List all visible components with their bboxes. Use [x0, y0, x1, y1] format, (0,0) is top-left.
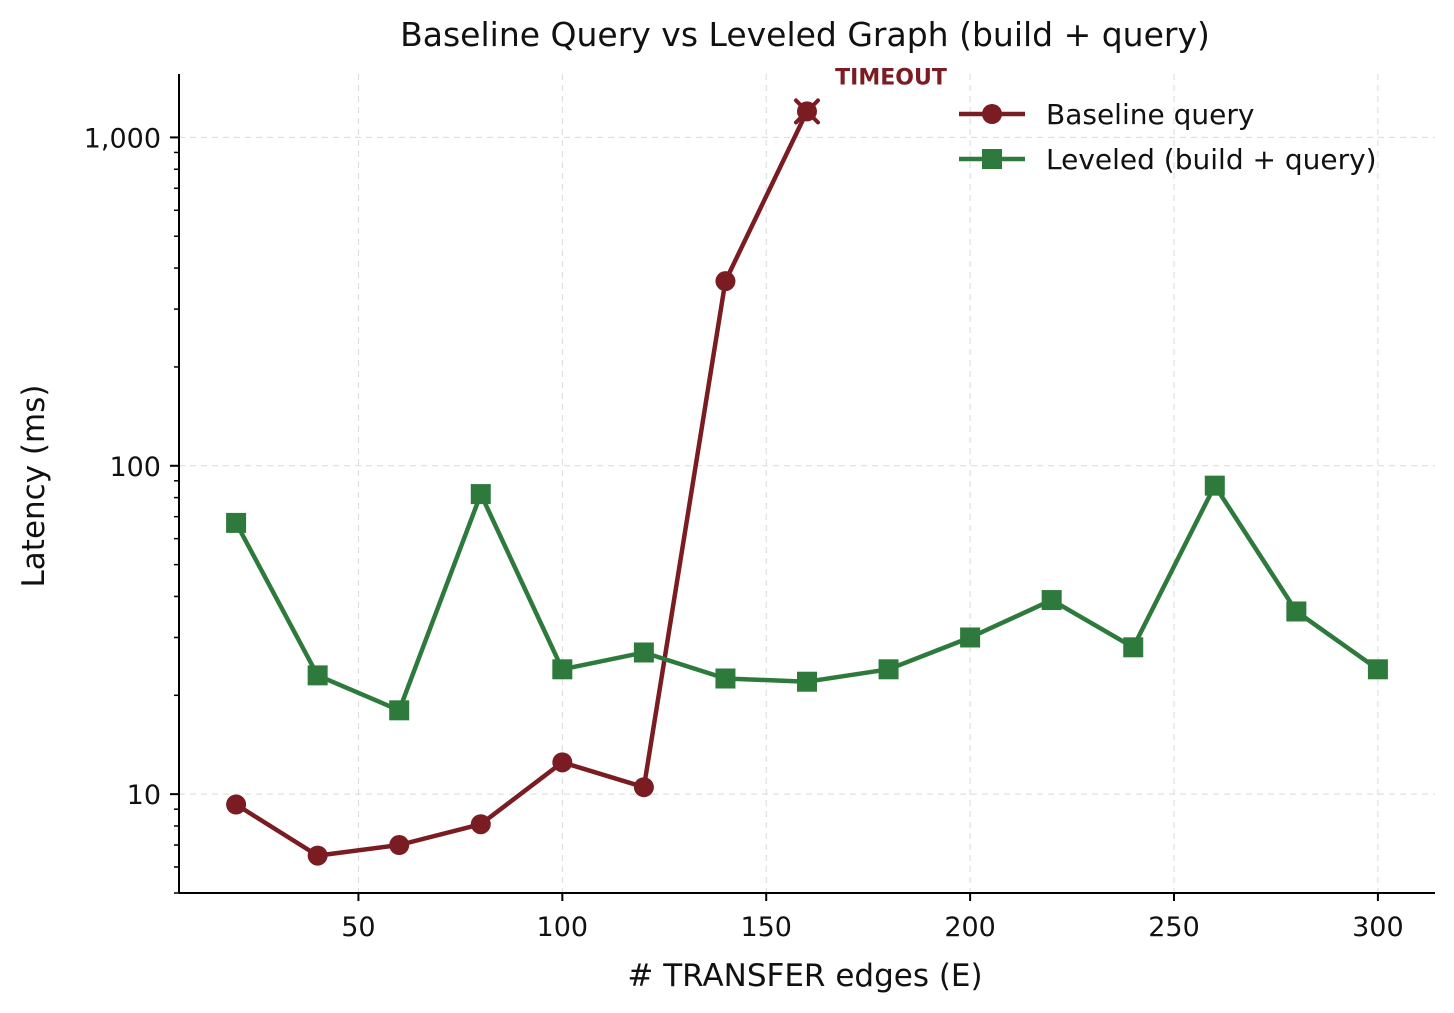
data-point: [389, 700, 410, 721]
data-point: [1286, 601, 1307, 622]
y-tick-label: 1,000: [84, 123, 161, 154]
data-point: [878, 659, 899, 680]
annotation-layer: TIMEOUT: [835, 65, 947, 90]
data-point: [960, 627, 981, 648]
data-point: [389, 835, 410, 856]
data-point: [307, 665, 328, 686]
legend-entry: Leveled (build + query): [959, 143, 1377, 176]
series-layer: [226, 98, 1388, 866]
data-point: [633, 642, 654, 663]
x-tick-label: 300: [1352, 912, 1404, 943]
data-point: [226, 512, 247, 533]
x-tick-label: 150: [740, 912, 792, 943]
data-point: [470, 484, 491, 505]
data-point: [797, 671, 817, 692]
data-point: [715, 271, 736, 292]
grid-lines: [179, 74, 1435, 893]
x-tick-label: 250: [1148, 912, 1200, 943]
y-tick-label: 10: [127, 780, 161, 811]
x-axis-title: # TRANSFER edges (E): [627, 958, 982, 994]
x-tick-label: 50: [341, 912, 375, 943]
x-tick-label: 100: [537, 912, 589, 943]
data-point: [552, 752, 573, 773]
series-leveled-build-query: [226, 475, 1388, 721]
timeout-annotation: TIMEOUT: [835, 65, 947, 90]
data-point: [715, 668, 736, 689]
y-axis-title: Latency (ms): [16, 385, 52, 588]
data-point: [470, 814, 491, 835]
legend-label: Baseline query: [1046, 98, 1254, 131]
legend-marker: [982, 104, 1002, 124]
legend-entry: Baseline query: [959, 98, 1254, 131]
data-point: [552, 659, 573, 680]
data-point: [1204, 475, 1225, 496]
x-tick-label: 200: [944, 912, 996, 943]
y-tick-label: 100: [109, 452, 161, 483]
series-baseline-query: [226, 98, 820, 866]
data-point: [1041, 590, 1062, 611]
data-point: [1123, 637, 1144, 658]
data-point: [226, 794, 247, 815]
series-line: [234, 110, 810, 858]
timeout-x-marker: [794, 98, 820, 125]
data-point: [633, 777, 654, 798]
legend: Baseline query Leveled (build + query): [959, 98, 1377, 176]
data-point: [1367, 659, 1388, 680]
data-point: [307, 845, 328, 866]
legend-label: Leveled (build + query): [1046, 143, 1377, 176]
chart-title: Baseline Query vs Leveled Graph (build +…: [400, 15, 1210, 54]
legend-marker: [982, 149, 1002, 169]
axes: 50 100 150 200 250 300 10 100 1,000: [84, 74, 1435, 943]
